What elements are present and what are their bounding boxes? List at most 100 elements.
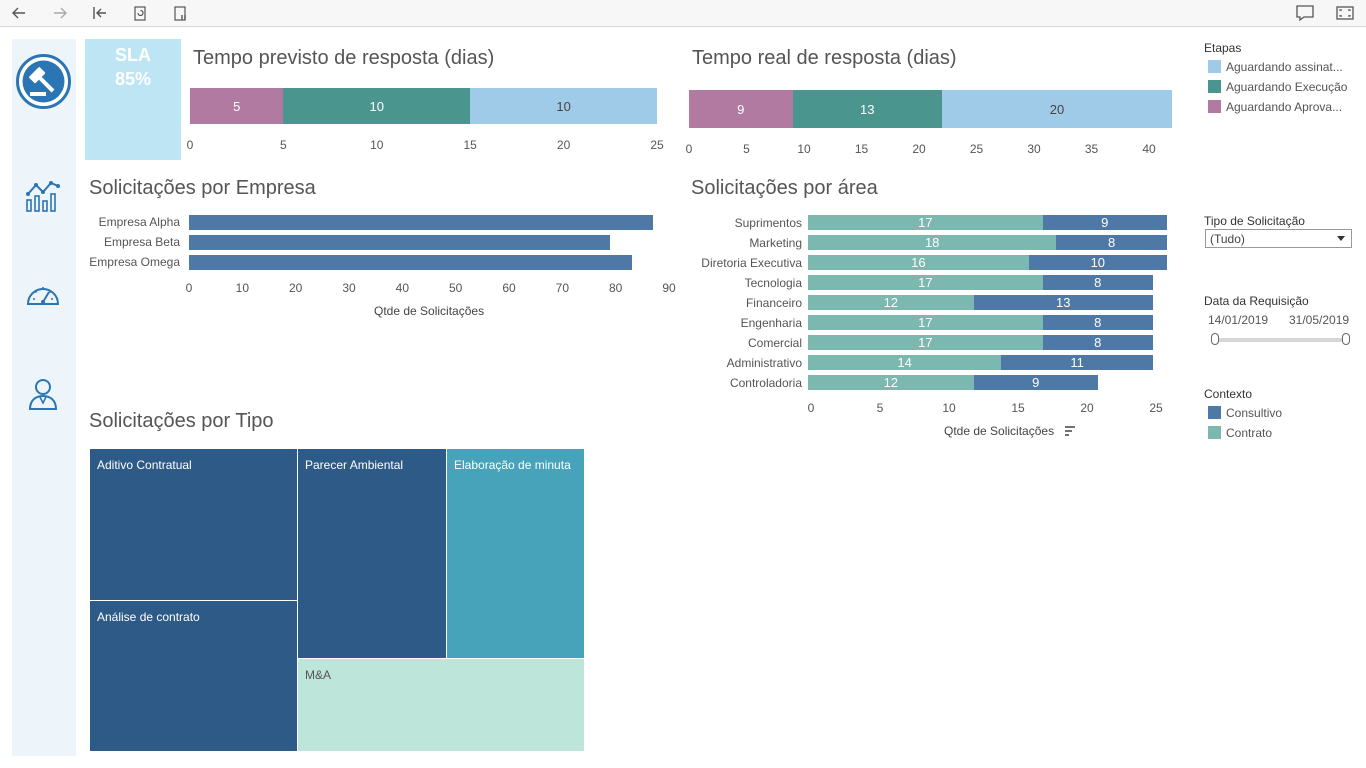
legend-item-assinatura[interactable]: Aguardando assinat... (1226, 60, 1343, 74)
fullscreen-icon[interactable] (1335, 3, 1355, 23)
real-title: Tempo real de resposta (dias) (692, 47, 957, 69)
analytics-chart-icon[interactable] (25, 179, 61, 213)
real-segment-0[interactable]: 9 (689, 90, 793, 128)
previsto-segment-1[interactable]: 10 (283, 88, 471, 124)
legend-item-aprovacao[interactable]: Aguardando Aprova... (1226, 100, 1343, 114)
treemap-aditivo-contratual[interactable]: Aditivo Contratual (90, 449, 297, 600)
date-start[interactable]: 14/01/2019 (1208, 313, 1269, 327)
legend-swatch-aprovacao[interactable] (1208, 100, 1221, 113)
sort-icon[interactable] (1064, 425, 1076, 437)
empresa-category: Empresa Alpha (98, 215, 180, 229)
area-bar-consultivo[interactable]: 8 (1042, 335, 1153, 350)
area-bar-consultivo[interactable]: 13 (973, 295, 1153, 310)
real-tick: 20 (912, 142, 926, 156)
real-segment-1[interactable]: 13 (792, 90, 942, 128)
area-category: Suprimentos (734, 216, 802, 230)
comment-icon[interactable] (1295, 3, 1315, 23)
legend-swatch-consultivo[interactable] (1208, 406, 1221, 419)
back-icon[interactable] (9, 3, 29, 23)
legend-item-consultivo[interactable]: Consultivo (1226, 406, 1283, 420)
area-bar-contrato[interactable]: 16 (808, 255, 1029, 270)
legend-contexto-title: Contexto (1204, 387, 1253, 401)
real-tick: 30 (1027, 142, 1041, 156)
chevron-down-icon (1337, 236, 1345, 241)
area-bar-consultivo[interactable]: 9 (1042, 215, 1167, 230)
real-segment-2[interactable]: 20 (942, 90, 1172, 128)
empresa-bar[interactable] (189, 255, 632, 270)
area-title: Solicitações por área (691, 177, 878, 199)
speedometer-icon[interactable] (25, 280, 61, 308)
date-slider-end-handle[interactable] (1342, 333, 1350, 345)
empresa-tick: 90 (662, 281, 676, 295)
area-category: Comercial (747, 336, 802, 350)
area-bar-consultivo[interactable]: 10 (1028, 255, 1167, 270)
previsto-tick: 25 (650, 138, 664, 152)
legend-swatch-assinatura[interactable] (1208, 60, 1221, 73)
area-tick: 25 (1149, 401, 1163, 415)
previsto-tick: 15 (463, 138, 477, 152)
dropdown-value: (Tudo) (1210, 232, 1245, 246)
treemap-parecer-ambiental[interactable]: Parecer Ambiental (298, 449, 446, 658)
empresa-bar[interactable] (189, 215, 653, 230)
real-tick: 10 (797, 142, 811, 156)
date-slider-start-handle[interactable] (1211, 333, 1219, 345)
treemap-elaboracao-minuta[interactable]: Elaboração de minuta (447, 449, 584, 658)
area-bar-contrato[interactable]: 17 (808, 215, 1043, 230)
area-bar-contrato[interactable]: 17 (808, 315, 1043, 330)
area-bar-consultivo[interactable]: 9 (973, 375, 1098, 390)
pause-icon[interactable] (170, 3, 190, 23)
user-icon[interactable] (28, 377, 58, 411)
empresa-xlabel: Qtde de Solicitações (374, 304, 485, 318)
legend-etapas-title: Etapas (1204, 41, 1242, 55)
legend-swatch-execucao[interactable] (1208, 80, 1221, 93)
previsto-tick: 0 (186, 138, 194, 152)
treemap-label: Parecer Ambiental (305, 458, 404, 472)
area-bar-consultivo[interactable]: 11 (1001, 355, 1153, 370)
sla-label: SLA (115, 45, 151, 65)
empresa-tick: 0 (185, 281, 193, 295)
area-category: Tecnologia (744, 276, 802, 290)
empresa-bar[interactable] (189, 235, 611, 250)
area-bar-contrato[interactable]: 12 (808, 295, 974, 310)
area-tick: 10 (942, 401, 956, 415)
empresa-tick: 50 (448, 281, 463, 295)
forward-icon[interactable] (50, 3, 70, 23)
previsto-tick: 20 (556, 138, 571, 152)
area-bar-contrato[interactable]: 12 (808, 375, 974, 390)
previsto-segment-2[interactable]: 10 (470, 88, 657, 124)
date-end[interactable]: 31/05/2019 (1289, 313, 1350, 327)
tipo-solicitacao-dropdown[interactable]: (Tudo) (1205, 229, 1352, 248)
legend-swatch-contrato[interactable] (1208, 426, 1221, 439)
area-bar-consultivo[interactable]: 8 (1042, 315, 1153, 330)
legend-item-contrato[interactable]: Contrato (1226, 426, 1273, 440)
empresa-tick: 70 (555, 281, 570, 295)
real-tick: 35 (1084, 142, 1099, 156)
empresa-tick: 60 (502, 281, 516, 295)
area-bar-contrato[interactable]: 18 (808, 235, 1057, 250)
area-category: Diretoria Executiva (701, 256, 802, 270)
date-slider-track[interactable] (1214, 338, 1350, 342)
treemap-label: Aditivo Contratual (97, 458, 192, 472)
area-bar-consultivo[interactable]: 8 (1056, 235, 1167, 250)
first-page-icon[interactable] (90, 3, 110, 23)
area-bar-contrato[interactable]: 14 (808, 355, 1002, 370)
empresa-category: Empresa Omega (89, 255, 180, 269)
gavel-icon[interactable] (15, 53, 72, 110)
real-tick: 25 (969, 142, 984, 156)
previsto-title: Tempo previsto de resposta (dias) (193, 47, 495, 69)
sla-value: 85% (114, 69, 152, 89)
treemap-label: Elaboração de minuta (454, 458, 571, 472)
treemap-ma[interactable]: M&A (298, 659, 584, 751)
area-bar-contrato[interactable]: 17 (808, 275, 1043, 290)
empresa-title: Solicitações por Empresa (89, 177, 316, 199)
area-category: Financeiro (745, 296, 802, 310)
sla-card: SLA 85% (85, 39, 181, 160)
empresa-category: Empresa Beta (103, 235, 180, 249)
treemap-label: Análise de contrato (97, 610, 200, 624)
previsto-segment-0[interactable]: 5 (190, 88, 284, 124)
refresh-icon[interactable] (130, 3, 150, 23)
area-bar-contrato[interactable]: 17 (808, 335, 1043, 350)
area-bar-consultivo[interactable]: 8 (1042, 275, 1153, 290)
treemap-analise-contrato[interactable]: Análise de contrato (90, 601, 297, 751)
legend-item-execucao[interactable]: Aguardando Execução (1226, 80, 1348, 94)
